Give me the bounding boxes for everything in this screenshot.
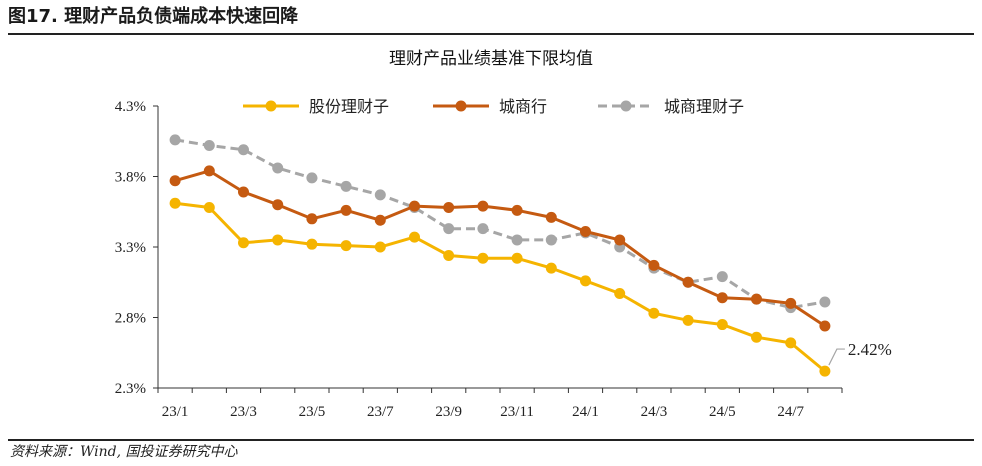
legend-label: 城商理财子: [664, 97, 744, 116]
data-point: [169, 175, 181, 187]
x-tick-label: 23/3: [230, 404, 257, 420]
chart-svg: 理财产品业绩基准下限均值 股份理财子 城商行 城商理财子 4.3% 3.8% 3.3% 2…: [115, 49, 892, 420]
data-point: [272, 199, 284, 211]
data-point: [751, 331, 762, 343]
data-point: [238, 144, 249, 156]
data-point: [819, 365, 831, 377]
data-point: [443, 249, 455, 261]
data-point: [511, 204, 523, 216]
data-point: [614, 234, 626, 246]
y-tick-label: 2.3%: [115, 381, 146, 397]
legend-marker: [265, 100, 277, 112]
data-point: [238, 186, 249, 198]
legend-marker: [620, 100, 632, 112]
data-point: [203, 139, 215, 151]
x-tick-label: 24/1: [572, 404, 599, 420]
legend-label: 城商行: [499, 97, 547, 116]
series-3: [169, 134, 831, 314]
data-point: [340, 204, 352, 216]
data-point: [477, 223, 489, 235]
legend-item-1: 股份理财子: [243, 97, 389, 116]
data-point: [545, 211, 557, 223]
data-point: [545, 234, 557, 246]
data-point: [580, 275, 591, 287]
chart: 理财产品业绩基准下限均值 股份理财子 城商行 城商理财子 4.3% 3.8% 3.3% 2…: [0, 34, 982, 434]
data-point: [238, 237, 249, 249]
data-point: [409, 231, 420, 243]
x-tick-label: 23/11: [500, 404, 534, 420]
data-point: [751, 293, 762, 305]
data-point: [443, 202, 455, 214]
annotation: 2.42%: [828, 340, 892, 366]
data-point: [374, 214, 386, 226]
data-point: [340, 180, 352, 192]
annotation-label: 2.42%: [848, 340, 892, 359]
series-1: [169, 197, 831, 377]
data-point: [614, 288, 626, 300]
series-line: [174, 138, 826, 310]
data-point: [716, 319, 728, 331]
x-tick-label: 24/3: [641, 404, 668, 420]
data-point: [785, 337, 797, 349]
data-point: [374, 189, 386, 201]
data-point: [716, 292, 728, 304]
legend-item-2: 城商行: [433, 97, 547, 116]
data-point: [306, 213, 318, 225]
series-line: [174, 201, 826, 373]
x-tick-label: 23/1: [162, 404, 189, 420]
data-point: [716, 271, 728, 283]
data-point: [169, 134, 181, 146]
data-point: [511, 252, 523, 264]
data-point: [819, 296, 831, 308]
data-point: [203, 202, 215, 214]
chart-title: 理财产品业绩基准下限均值: [389, 49, 593, 69]
annotation-leader: [828, 348, 845, 366]
legend-label: 股份理财子: [309, 97, 389, 116]
figure-title: 图17. 理财产品负债端成本快速回降: [8, 3, 974, 35]
data-point: [169, 197, 181, 209]
data-point: [819, 320, 831, 332]
source-note: 资料来源：Wind, 国投证券研究中心: [8, 439, 974, 463]
data-point: [272, 234, 284, 246]
data-point: [203, 165, 215, 177]
y-tick-label: 4.3%: [115, 99, 146, 115]
legend-item-3: 城商理财子: [598, 97, 744, 116]
series-2: [169, 165, 831, 332]
x-tick-label: 24/7: [777, 404, 804, 420]
y-tick-label: 3.3%: [115, 240, 146, 256]
x-tick-label: 24/5: [709, 404, 736, 420]
data-point: [682, 314, 694, 326]
data-point: [682, 276, 694, 288]
y-tick-label: 2.8%: [115, 311, 146, 327]
axes: 4.3% 3.8% 3.3% 2.8% 2.3% 23/1 23/3 23/5 23/7 23/9…: [115, 99, 843, 420]
data-point: [340, 240, 352, 252]
x-tick-label: 23/5: [299, 404, 326, 420]
x-tick-label: 23/9: [435, 404, 462, 420]
data-point: [443, 223, 455, 235]
x-tick-label: 23/7: [367, 404, 394, 420]
data-point: [409, 200, 420, 212]
y-tick-label: 3.8%: [115, 170, 146, 186]
data-point: [580, 225, 591, 237]
data-point: [272, 162, 284, 174]
data-point: [306, 172, 318, 184]
legend: 股份理财子 城商行 城商理财子: [243, 97, 744, 116]
data-point: [306, 238, 318, 250]
data-point: [545, 262, 557, 274]
data-point: [511, 234, 523, 246]
data-point: [477, 200, 489, 212]
data-point: [374, 241, 386, 253]
data-point: [648, 259, 660, 271]
legend-marker: [455, 100, 467, 112]
series-layer: [169, 134, 831, 377]
annotation-layer: 2.42%: [828, 340, 892, 366]
data-point: [785, 297, 797, 309]
data-point: [648, 307, 660, 319]
series-line: [174, 169, 826, 328]
data-point: [477, 252, 489, 264]
